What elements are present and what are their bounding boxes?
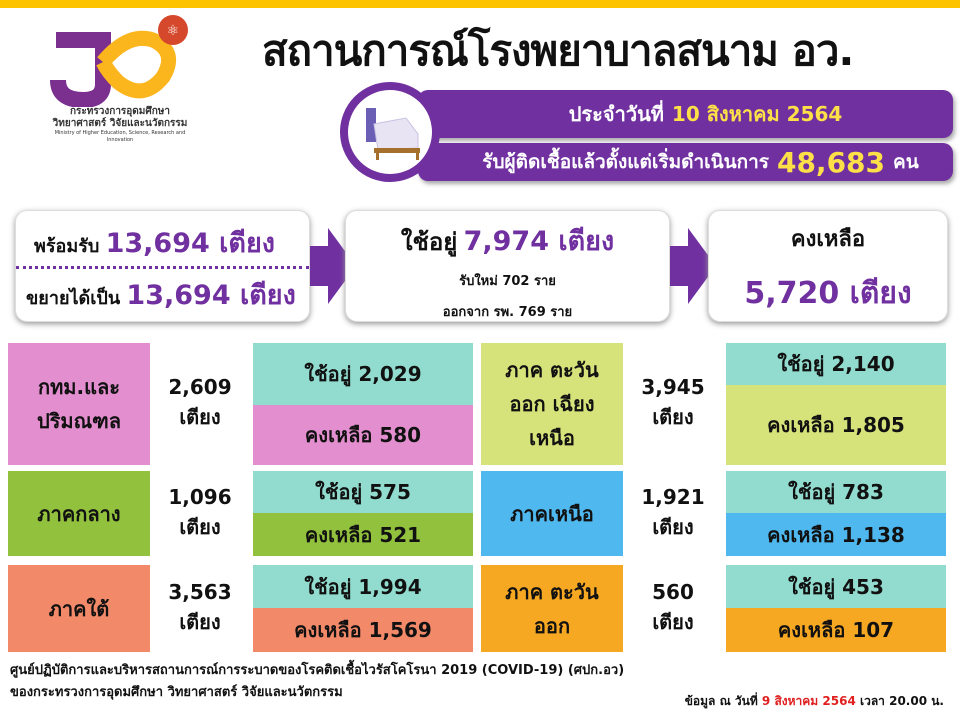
region-remaining: คงเหลือ 1,569 <box>253 608 473 652</box>
region-total: 560 เตียง <box>623 577 723 637</box>
region-total: 3,563 เตียง <box>150 577 250 637</box>
top-bar <box>0 0 960 8</box>
region-name: กทม.และ ปริมณฑล <box>8 343 150 465</box>
divider <box>16 266 309 269</box>
logo-line-1: กระทรวงการอุดมศึกษา <box>70 106 170 117</box>
region-total-unit: เตียง <box>652 405 694 429</box>
update-label: ข้อมูล ณ วันที่ <box>684 694 758 708</box>
region-total-unit: เตียง <box>179 405 221 429</box>
region-name: ภาค ตะวันออก <box>481 565 623 652</box>
region-total-value: 2,609 <box>168 375 232 399</box>
region-remaining: คงเหลือ 107 <box>726 608 946 652</box>
report-date: 10 สิงหาคม 2564 <box>671 102 843 126</box>
region-used: ใช้อยู่ 575 <box>253 471 473 513</box>
region-name: ภาคกลาง <box>8 471 150 556</box>
footer-line-2: ของกระทรวงการอุดมศึกษา วิทยาศาสตร์ วิจัย… <box>10 685 343 700</box>
region-total-value: 3,563 <box>168 579 232 604</box>
ready-value: 13,694 เตียง <box>105 228 275 259</box>
logo-line-2: วิทยาศาสตร์ วิจัยและนวัตกรรม <box>52 118 188 129</box>
bed-icon <box>366 108 420 160</box>
used-label: ใช้อยู่ <box>400 228 458 256</box>
logo-text: กระทรวงการอุดมศึกษา วิทยาศาสตร์ วิจัยและ… <box>50 106 190 144</box>
region-total-value: 1,096 <box>168 484 232 509</box>
update-time: เวลา 20.00 น. <box>859 694 944 708</box>
region-total-value: 1,921 <box>641 484 705 509</box>
region-total: 2,609 เตียง <box>150 372 250 432</box>
region-remaining: คงเหลือ 521 <box>253 513 473 556</box>
arrow-shaft <box>310 246 330 286</box>
region-name: ภาค ตะวันออก เฉียงเหนือ <box>481 343 623 465</box>
remaining-card: คงเหลือ 5,720 เตียง <box>708 210 948 322</box>
region-total-unit: เตียง <box>179 609 221 634</box>
total-value: 48,683 <box>776 145 886 179</box>
total-label: รับผู้ติดเชื้อแล้วตั้งแต่เริ่มดำเนินการ <box>482 151 769 173</box>
update-date: 9 สิงหาคม 2564 <box>761 694 856 708</box>
footer-line-1: ศูนย์ปฏิบัติการและบริหารสถานการณ์การระบา… <box>10 663 625 678</box>
region-total: 3,945 เตียง <box>623 372 723 432</box>
date-banner: ประจำวันที่ 10 สิงหาคม 2564 <box>418 90 953 138</box>
region-remaining: คงเหลือ 580 <box>253 405 473 465</box>
region-total-value: 3,945 <box>641 375 705 399</box>
used-value: 7,974 เตียง <box>463 226 615 257</box>
total-banner: รับผู้ติดเชื้อแล้วตั้งแต่เริ่มดำเนินการ … <box>418 143 953 181</box>
region-used: ใช้อยู่ 2,140 <box>726 343 946 385</box>
region-used: ใช้อยู่ 1,994 <box>253 565 473 608</box>
region-remaining: คงเหลือ 1,805 <box>726 385 946 465</box>
expand-value: 13,694 เตียง <box>126 280 296 311</box>
date-label: ประจำวันที่ <box>568 102 664 126</box>
region-total-value: 560 <box>652 579 694 604</box>
used-beds: ใช้อยู่ 7,974 เตียง <box>346 219 669 262</box>
region-total: 1,921 เตียง <box>623 482 723 542</box>
region-used: ใช้อยู่ 453 <box>726 565 946 608</box>
logo-line-en: Ministry of Higher Education, Science, R… <box>54 130 186 143</box>
expand-label: ขยายได้เป็น <box>26 288 121 309</box>
region-remaining: คงเหลือ 1,138 <box>726 513 946 556</box>
footer: ศูนย์ปฏิบัติการและบริหารสถานการณ์การระบา… <box>10 660 624 704</box>
ministry-logo: ⚛ <box>50 15 188 107</box>
region-total-unit: เตียง <box>652 609 694 634</box>
expand-beds: ขยายได้เป็น 13,694 เตียง <box>26 273 296 316</box>
bed-icon-circle <box>340 82 440 182</box>
region-total-unit: เตียง <box>179 514 221 539</box>
capacity-card: พร้อมรับ 13,694 เตียง ขยายได้เป็น 13,694… <box>15 210 310 322</box>
region-name: ภาคเหนือ <box>481 471 623 556</box>
in-use-card: ใช้อยู่ 7,974 เตียง รับใหม่ 702 ราย ออกจ… <box>345 210 670 322</box>
update-info: ข้อมูล ณ วันที่ 9 สิงหาคม 2564 เวลา 20.0… <box>685 692 944 711</box>
region-name: ภาคใต้ <box>8 565 150 652</box>
discharged: ออกจาก รพ. 769 ราย <box>442 305 573 320</box>
svg-text:⚛: ⚛ <box>167 23 180 39</box>
region-total-unit: เตียง <box>652 514 694 539</box>
region-total: 1,096 เตียง <box>150 482 250 542</box>
ready-beds: พร้อมรับ 13,694 เตียง <box>34 221 275 264</box>
ready-label: พร้อมรับ <box>34 236 100 257</box>
remain-label: คงเหลือ <box>790 227 866 252</box>
region-used: ใช้อยู่ 2,029 <box>253 343 473 405</box>
remain-value: 5,720 เตียง <box>744 276 912 311</box>
region-used: ใช้อยู่ 783 <box>726 471 946 513</box>
arrow-shaft <box>670 246 690 286</box>
total-unit: คน <box>893 151 919 173</box>
new-admit: รับใหม่ 702 ราย <box>459 274 556 289</box>
page-title: สถานการณ์โรงพยาบาลสนาม อว. <box>262 26 854 75</box>
